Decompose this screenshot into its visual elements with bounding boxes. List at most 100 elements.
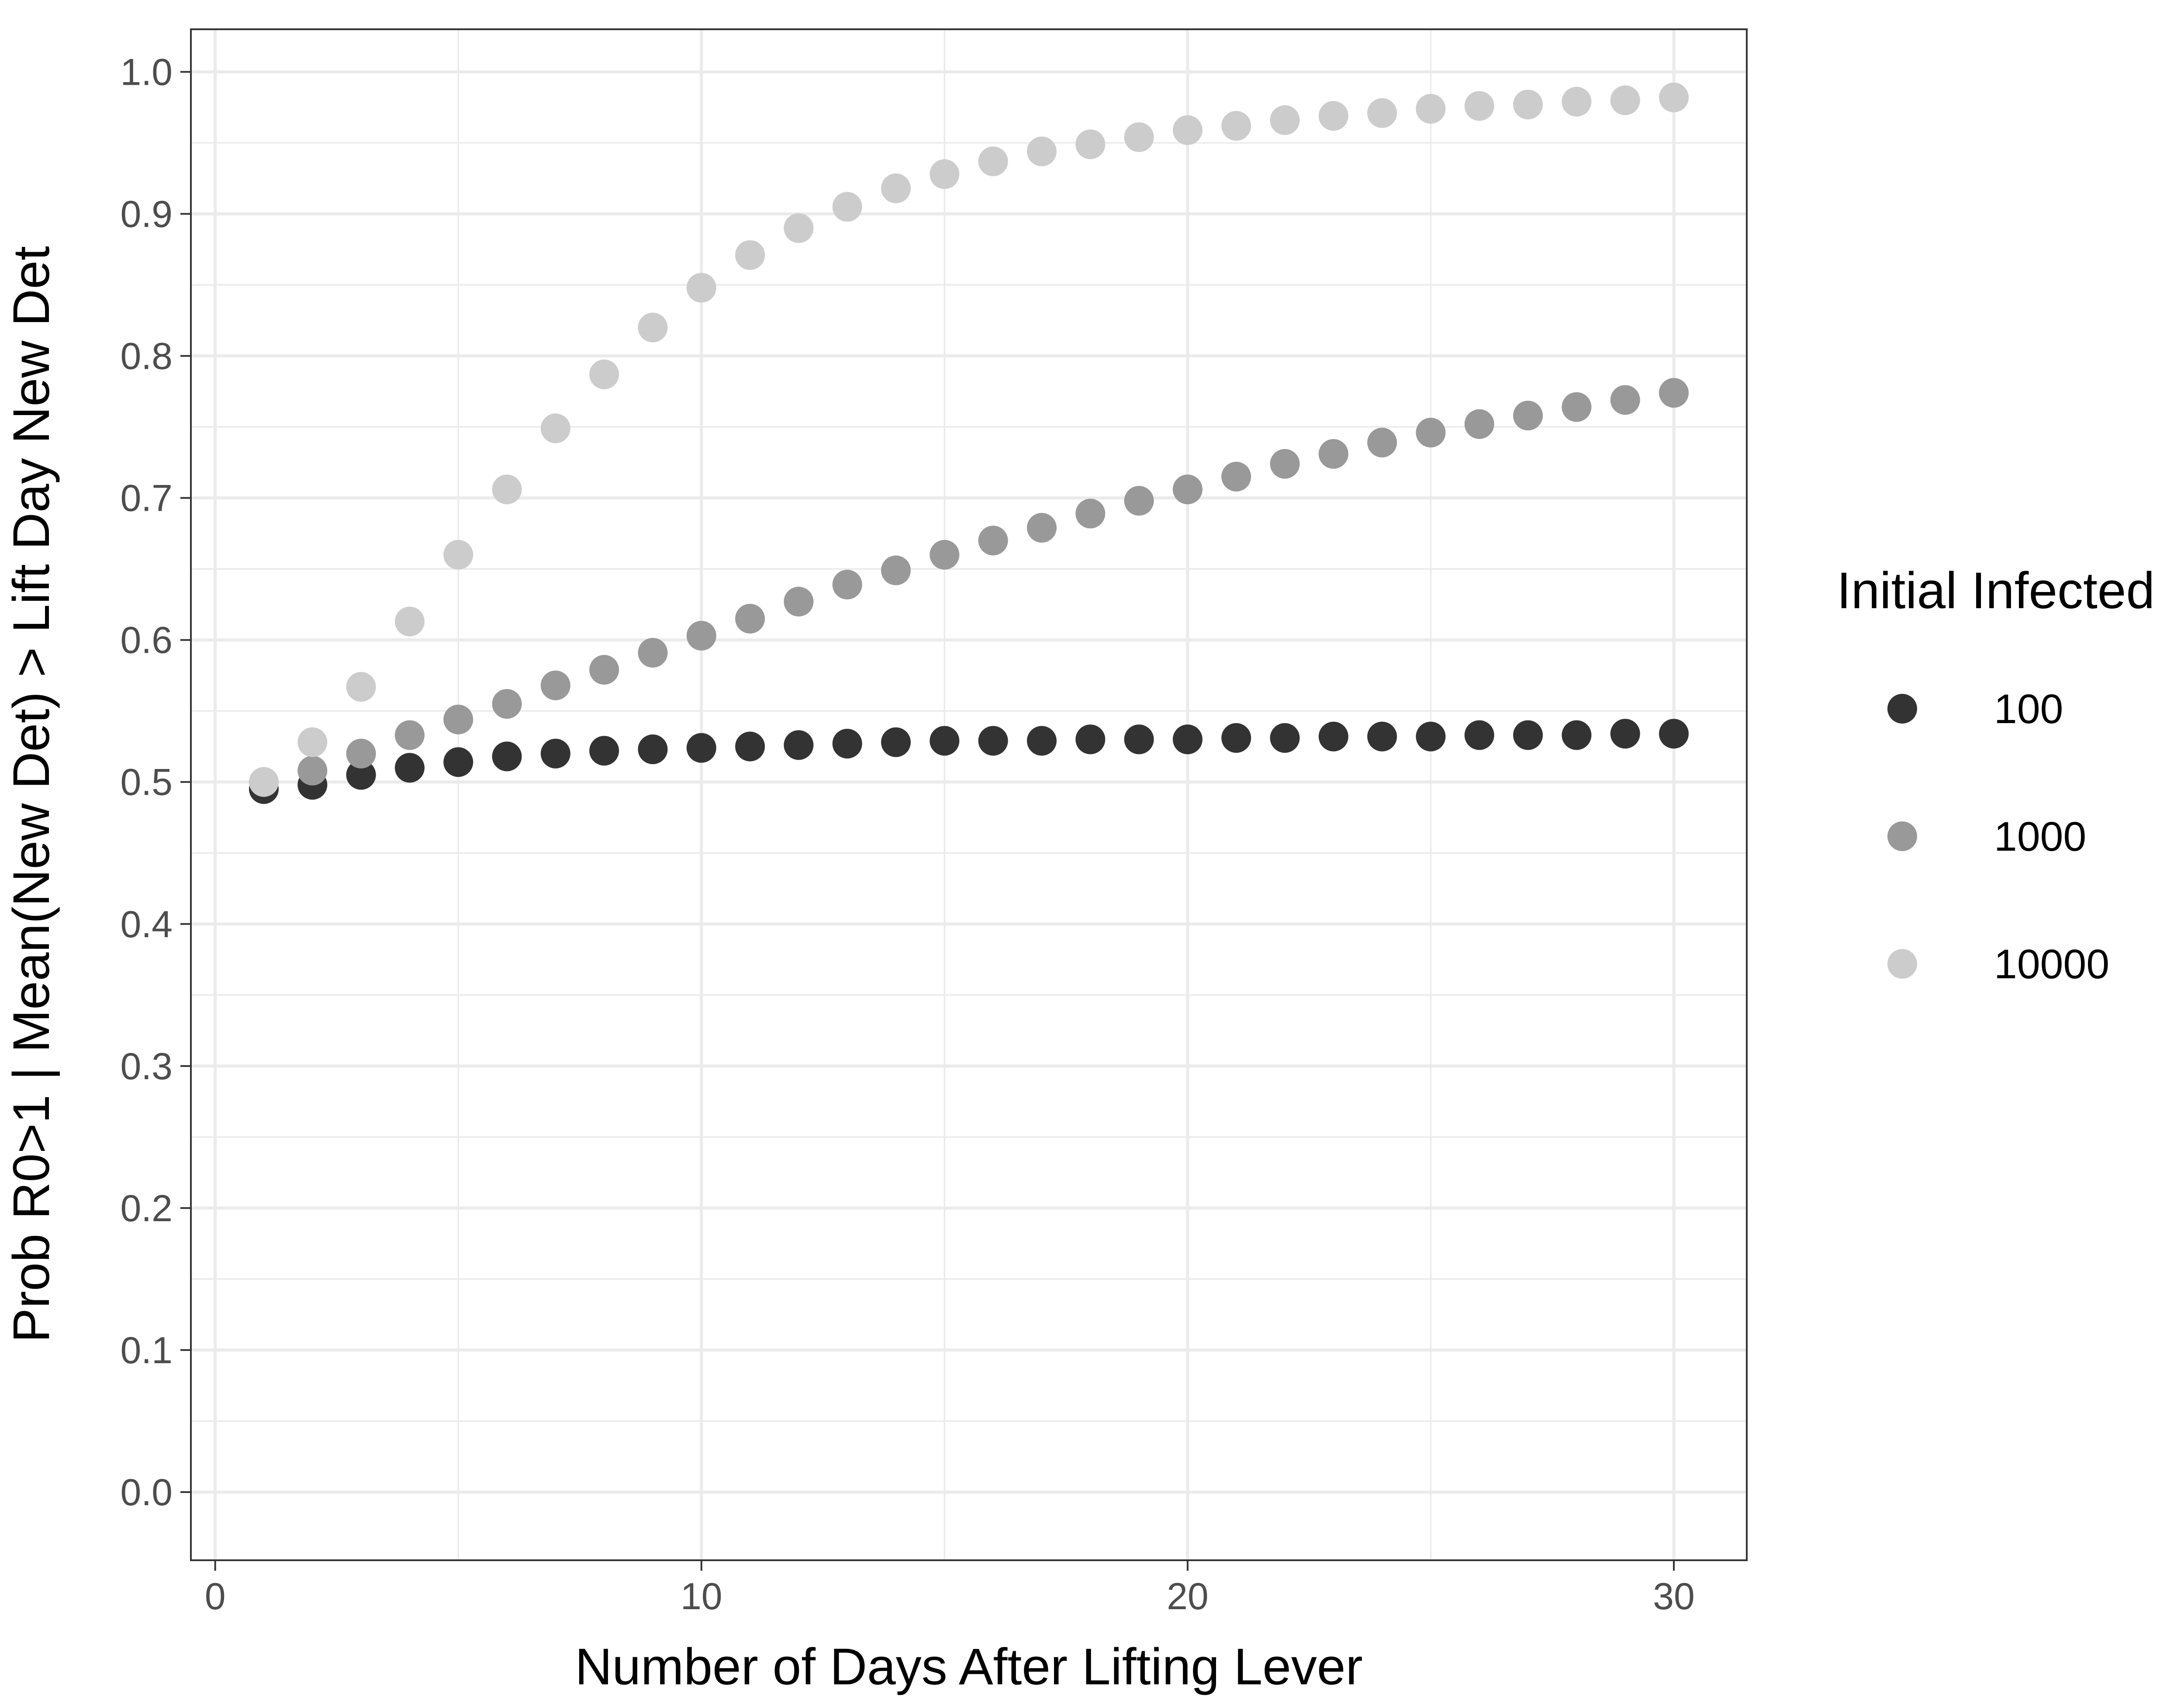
data-point-1000 — [735, 603, 765, 634]
data-point-10000 — [1172, 115, 1203, 145]
data-point-100 — [1464, 720, 1494, 750]
y-tick-label: 0.5 — [120, 762, 173, 804]
y-tick-label: 0.3 — [120, 1046, 173, 1088]
data-point-10000 — [784, 213, 814, 243]
y-tick-label: 0.0 — [120, 1472, 173, 1514]
data-point-1000 — [978, 526, 1008, 556]
data-point-1000 — [1464, 409, 1494, 439]
data-point-100 — [1172, 724, 1203, 755]
data-point-100 — [346, 760, 376, 790]
data-point-10000 — [930, 159, 960, 189]
x-axis: 0 10 20 30 — [205, 1560, 1695, 1617]
data-point-1000 — [1659, 378, 1689, 408]
data-point-10000 — [735, 240, 765, 270]
data-point-1000 — [492, 689, 522, 719]
legend-label-1000: 1000 — [1994, 814, 2086, 860]
legend-label-100: 100 — [1994, 686, 2063, 732]
data-point-100 — [443, 747, 473, 777]
data-point-1000 — [832, 569, 862, 599]
data-point-1000 — [686, 620, 716, 651]
data-point-10000 — [589, 359, 619, 389]
data-point-100 — [1416, 721, 1446, 752]
plot-panel — [190, 28, 1748, 1561]
data-point-10000 — [1270, 105, 1300, 135]
data-point-100 — [686, 733, 716, 763]
data-point-10000 — [249, 767, 279, 797]
legend-title: Initial Infected — [1837, 562, 2155, 620]
data-point-100 — [1367, 721, 1397, 752]
data-point-10000 — [1075, 129, 1106, 159]
y-tick-label: 0.9 — [120, 194, 173, 236]
legend-key-1000 — [1887, 821, 1917, 851]
data-point-10000 — [832, 192, 862, 222]
data-point-10000 — [443, 540, 473, 570]
data-point-1000 — [1075, 499, 1106, 529]
panel-background — [191, 29, 1747, 1560]
data-point-100 — [394, 753, 425, 783]
data-point-100 — [1221, 723, 1251, 753]
major-gridlines — [191, 29, 1747, 1560]
data-point-100 — [540, 738, 570, 769]
data-point-10000 — [638, 312, 668, 343]
data-point-10000 — [540, 413, 570, 443]
y-tick-label: 0.7 — [120, 478, 173, 520]
data-point-10000 — [346, 672, 376, 702]
y-tick-label: 0.2 — [120, 1188, 173, 1230]
data-point-100 — [784, 730, 814, 760]
data-point-10000 — [1367, 98, 1397, 128]
data-point-1000 — [443, 704, 473, 734]
data-point-10000 — [686, 273, 716, 303]
y-tick-label: 1.0 — [120, 52, 173, 94]
data-point-10000 — [1464, 91, 1494, 121]
data-point-10000 — [1124, 122, 1154, 152]
data-point-1000 — [1318, 439, 1348, 469]
data-point-10000 — [1318, 101, 1348, 131]
data-point-1000 — [346, 738, 376, 769]
data-point-1000 — [1416, 418, 1446, 448]
legend: Initial Infected 100 1000 10000 — [1837, 562, 2155, 987]
data-point-10000 — [978, 146, 1008, 177]
legend-label-10000: 10000 — [1994, 941, 2109, 987]
data-point-1000 — [881, 555, 911, 585]
data-point-100 — [881, 727, 911, 757]
data-point-1000 — [784, 586, 814, 616]
legend-items: 100 1000 10000 — [1887, 686, 2109, 987]
panel-border — [190, 28, 1748, 1561]
data-points — [249, 83, 1689, 804]
data-point-100 — [978, 726, 1008, 756]
data-point-10000 — [1221, 111, 1251, 141]
data-point-1000 — [930, 540, 960, 570]
y-axis: 0.0 0.1 0.2 0.3 0.4 0.5 0.6 0.7 0.8 0.9 1.0 — [120, 52, 191, 1514]
data-point-100 — [1562, 720, 1592, 750]
data-point-10000 — [1416, 94, 1446, 124]
x-tick-label: 20 — [1167, 1576, 1209, 1617]
data-point-100 — [1318, 721, 1348, 752]
data-point-100 — [832, 728, 862, 758]
data-point-10000 — [1610, 85, 1640, 115]
data-point-10000 — [297, 727, 328, 757]
data-point-10000 — [492, 474, 522, 505]
data-point-1000 — [638, 637, 668, 668]
data-point-100 — [1513, 720, 1543, 750]
data-point-1000 — [1172, 474, 1203, 505]
x-tick-label: 0 — [205, 1576, 226, 1617]
data-point-1000 — [540, 670, 570, 700]
data-point-100 — [930, 726, 960, 756]
data-point-1000 — [589, 655, 619, 685]
data-point-1000 — [1562, 392, 1592, 422]
data-point-100 — [735, 731, 765, 762]
x-tick-label: 30 — [1653, 1576, 1695, 1617]
data-point-100 — [1270, 723, 1300, 753]
data-point-1000 — [1221, 461, 1251, 492]
data-point-1000 — [1610, 385, 1640, 415]
data-point-100 — [1026, 726, 1057, 756]
data-point-100 — [589, 736, 619, 766]
data-point-1000 — [1513, 401, 1543, 431]
data-point-10000 — [394, 606, 425, 637]
y-tick-label: 0.4 — [120, 904, 173, 946]
y-tick-label: 0.6 — [120, 620, 173, 662]
data-point-1000 — [1026, 513, 1057, 543]
x-axis-title: Number of Days After Lifting Lever — [575, 1638, 1363, 1696]
data-point-10000 — [1659, 83, 1689, 113]
